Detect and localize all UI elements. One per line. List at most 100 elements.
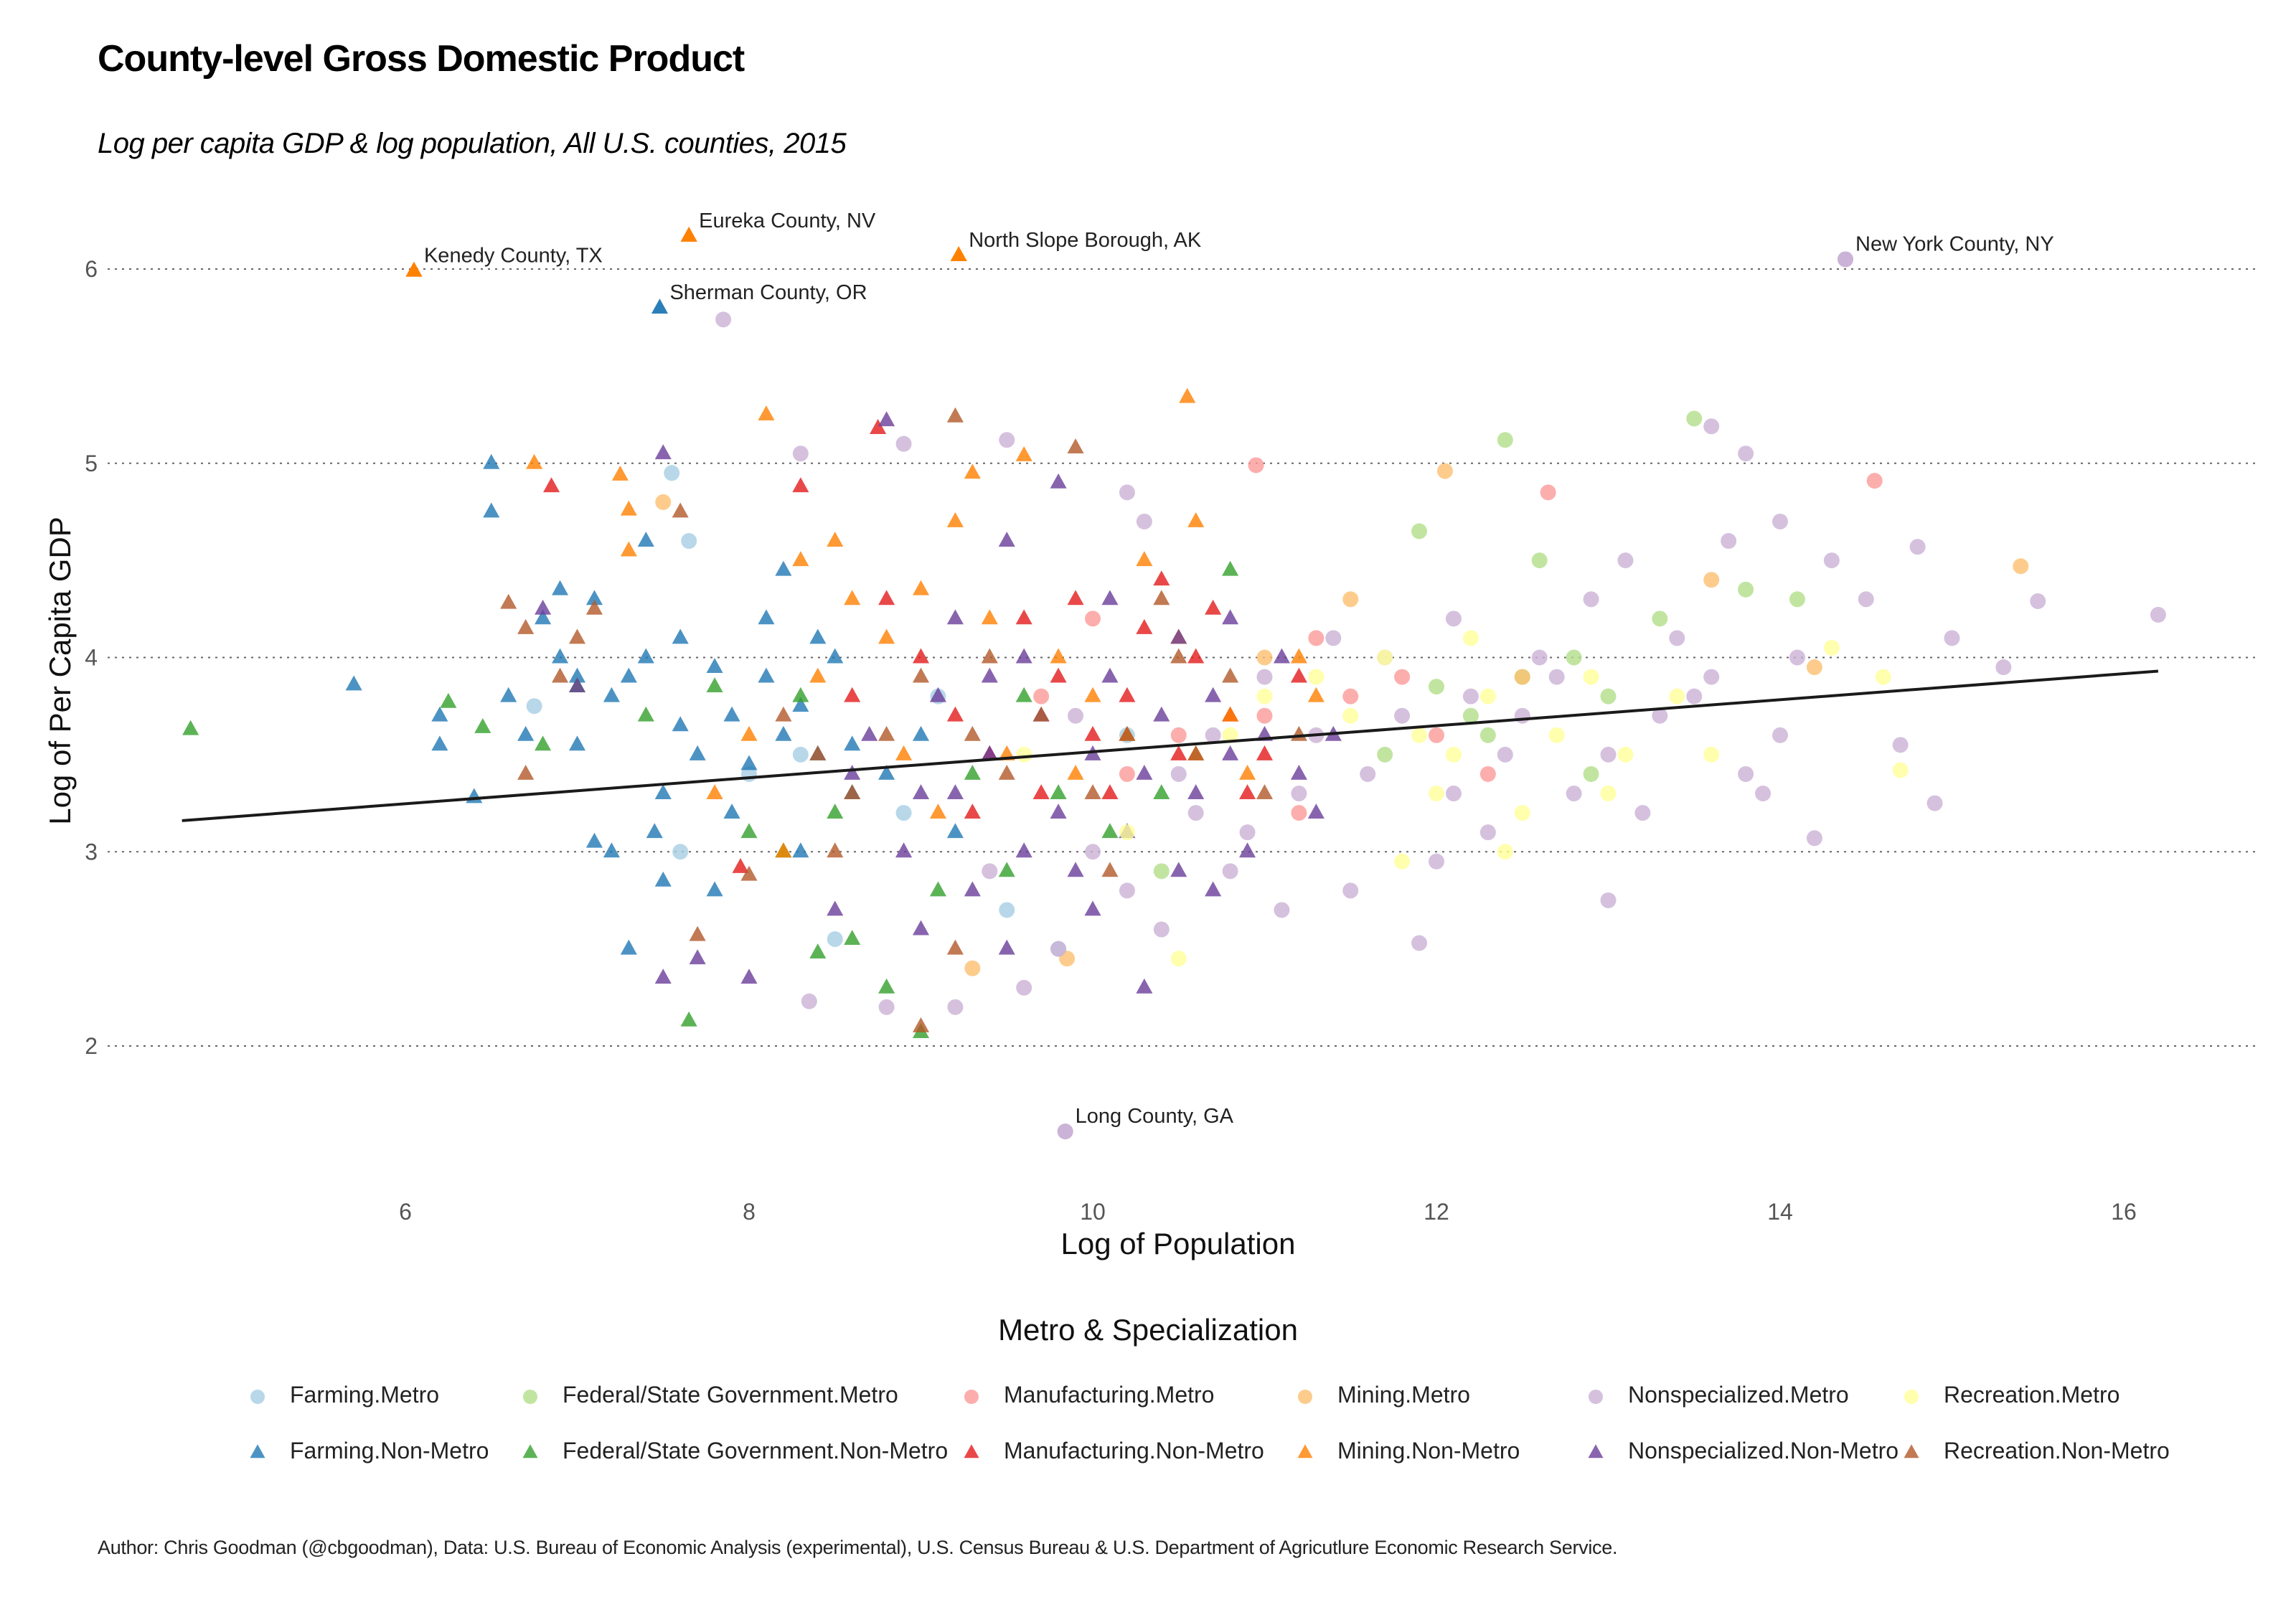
data-point (1101, 823, 1119, 839)
data-point (1274, 902, 1290, 918)
data-point (1153, 921, 1170, 938)
data-point (792, 551, 809, 567)
data-point (1540, 484, 1556, 501)
data-point (1248, 457, 1264, 473)
legend-key-marker (964, 1443, 979, 1458)
data-point (1600, 786, 1617, 802)
legend-key-marker (522, 1443, 538, 1458)
data-point (1394, 669, 1411, 685)
data-point (1032, 706, 1050, 722)
data-point (543, 477, 560, 493)
data-point (1085, 844, 1101, 860)
legend-key-marker (250, 1443, 265, 1458)
data-point (1273, 648, 1290, 664)
data-point (1909, 539, 1926, 555)
data-point (1394, 853, 1411, 870)
y-tick-label: 2 (85, 1033, 98, 1059)
data-point (568, 677, 586, 693)
data-point (1187, 512, 1205, 527)
data-point (1256, 784, 1274, 799)
data-point (1394, 707, 1411, 724)
data-point (1806, 830, 1822, 847)
data-point (998, 532, 1015, 547)
annotated-point (1838, 251, 1854, 268)
data-point (964, 960, 981, 976)
data-point (1866, 473, 1883, 489)
legend-key-marker (250, 1389, 265, 1404)
data-point (517, 618, 535, 634)
data-point (1772, 727, 1788, 743)
data-point (1703, 418, 1720, 435)
data-point (946, 512, 964, 527)
data-point (1514, 707, 1530, 724)
data-point (740, 755, 758, 770)
data-point (1119, 765, 1135, 782)
data-point (1084, 687, 1101, 702)
data-point (758, 667, 775, 683)
data-point (345, 675, 362, 691)
legend-key (951, 1383, 991, 1408)
data-point (775, 842, 792, 858)
legend-key-marker (1904, 1443, 1919, 1458)
legend-key (509, 1383, 550, 1408)
data-point (1068, 707, 1084, 724)
data-point (1187, 648, 1205, 664)
data-point (1995, 659, 2012, 676)
legend-key-marker (1904, 1389, 1919, 1404)
data-point (861, 725, 878, 741)
legend-label: Nonspecialized.Metro (1628, 1382, 1849, 1408)
annotated-point (1057, 1123, 1073, 1140)
annotated-point (950, 246, 967, 261)
legend-item: Manufacturing.Non-Metro (951, 1438, 1264, 1464)
data-point (809, 667, 827, 683)
data-point (1101, 862, 1119, 877)
legend-key-marker (1588, 1443, 1604, 1458)
legend-key (951, 1439, 991, 1464)
data-point (998, 862, 1015, 877)
data-point (1222, 745, 1239, 760)
data-point (637, 706, 654, 722)
legend-item: Nonspecialized.Metro (1575, 1382, 1849, 1408)
annotated-point (405, 261, 423, 277)
data-point (1429, 727, 1444, 743)
data-point (1755, 786, 1772, 802)
data-point (1497, 844, 1513, 860)
data-point (878, 764, 895, 780)
data-point (1583, 591, 1599, 608)
annotation-label: New York County, NY (1855, 232, 2054, 255)
data-point (981, 667, 998, 683)
data-point (1429, 679, 1444, 695)
data-point (912, 667, 930, 683)
data-point (1462, 688, 1479, 704)
data-point (672, 844, 689, 860)
annotation-label: North Slope Borough, AK (969, 229, 1202, 252)
data-point (964, 463, 981, 479)
legend-key (1891, 1439, 1931, 1464)
data-point (1222, 667, 1239, 683)
data-point (1239, 764, 1256, 780)
annotation-label: Kenedy County, TX (424, 245, 603, 268)
data-point (689, 925, 706, 941)
data-point (1256, 707, 1273, 724)
legend-item: Recreation.Metro (1891, 1382, 2119, 1408)
data-point (1514, 805, 1530, 821)
annotations: Kenedy County, TX Eureka County, NV North … (405, 209, 2054, 1140)
data-point (844, 735, 861, 751)
legend-item: Manufacturing.Metro (951, 1382, 1214, 1408)
data-point (526, 453, 543, 469)
data-point (1445, 746, 1462, 763)
legend-key-marker (1297, 1443, 1313, 1458)
data-point (998, 939, 1015, 955)
data-point (878, 999, 895, 1015)
data-point (1652, 707, 1668, 724)
legend-label: Federal/State Government.Metro (563, 1382, 898, 1408)
data-point (483, 502, 500, 518)
data-point (1634, 805, 1651, 821)
data-point (1823, 639, 1840, 656)
data-point (431, 735, 448, 751)
data-point (895, 842, 913, 858)
data-point (878, 725, 895, 741)
data-point (1892, 762, 1909, 778)
data-point (483, 453, 500, 469)
y-axis-title: Log of Per Capita GDP (43, 517, 77, 825)
